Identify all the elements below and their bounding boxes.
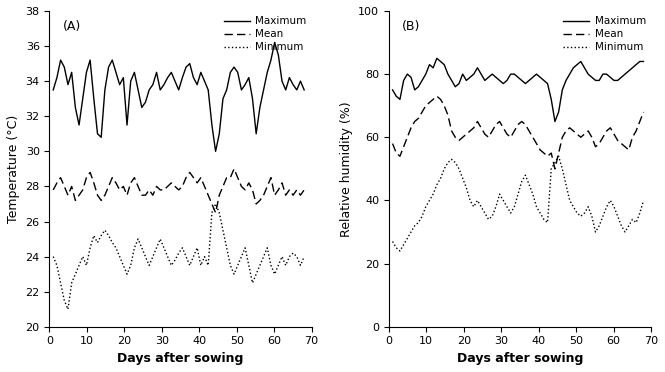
Maximum (388, 88, 396, 92)
Minimum (433, 182, 441, 187)
Maximum (271, 40, 279, 45)
Line: Minimum: Minimum (53, 204, 304, 309)
Line: Mean: Mean (392, 96, 644, 169)
Minimum (555, 154, 563, 158)
Mean (90, 181, 98, 185)
Maximum (297, 79, 305, 83)
Minimum (94, 240, 102, 245)
Mean (193, 181, 201, 185)
X-axis label: Days after sowing: Days after sowing (117, 352, 244, 365)
Line: Minimum: Minimum (392, 156, 644, 251)
Maximum (90, 96, 98, 101)
Maximum (433, 56, 441, 61)
Mean (640, 110, 648, 114)
Maximum (245, 76, 253, 80)
Minimum (536, 211, 544, 215)
Minimum (249, 281, 257, 285)
Maximum (49, 88, 57, 92)
Maximum (640, 59, 648, 64)
Mean (49, 188, 57, 192)
Maximum (211, 149, 219, 154)
X-axis label: Days after sowing: Days after sowing (457, 352, 583, 365)
Mean (407, 126, 415, 130)
Minimum (101, 228, 109, 232)
Minimum (640, 198, 648, 203)
Text: (A): (A) (63, 20, 81, 33)
Y-axis label: Temperature (°C): Temperature (°C) (7, 115, 20, 223)
Line: Maximum: Maximum (392, 58, 644, 122)
Maximum (440, 62, 448, 67)
Maximum (636, 59, 644, 64)
Mean (429, 97, 437, 102)
Legend: Maximum, Mean, Minimum: Maximum, Mean, Minimum (224, 16, 307, 52)
Maximum (68, 70, 76, 75)
Mean (433, 94, 441, 99)
Mean (249, 188, 257, 192)
Mean (97, 198, 105, 203)
Minimum (297, 263, 305, 267)
Minimum (636, 211, 644, 215)
Y-axis label: Relative humidity (%): Relative humidity (%) (340, 101, 352, 237)
Maximum (551, 119, 559, 124)
Mean (68, 184, 76, 189)
Mean (636, 119, 644, 124)
Minimum (396, 249, 404, 253)
Minimum (440, 167, 448, 171)
Maximum (193, 83, 201, 87)
Mean (297, 193, 305, 198)
Mean (388, 141, 396, 146)
Mean (440, 103, 448, 108)
Maximum (429, 65, 437, 70)
Maximum (97, 135, 105, 140)
Minimum (64, 307, 72, 311)
Minimum (71, 272, 79, 276)
Maximum (407, 75, 415, 80)
Mean (211, 211, 219, 215)
Maximum (536, 75, 544, 80)
Legend: Maximum, Mean, Minimum: Maximum, Mean, Minimum (563, 16, 646, 52)
Mean (588, 135, 596, 140)
Mean (230, 167, 238, 171)
Maximum (588, 75, 596, 80)
Maximum (300, 88, 308, 92)
Minimum (300, 254, 308, 259)
Minimum (211, 202, 219, 206)
Mean (551, 167, 559, 171)
Minimum (588, 214, 596, 218)
Mean (300, 188, 308, 192)
Text: (B): (B) (402, 20, 420, 33)
Minimum (388, 239, 396, 244)
Line: Maximum: Maximum (53, 42, 304, 151)
Line: Mean: Mean (53, 169, 304, 213)
Mean (536, 148, 544, 152)
Minimum (197, 263, 205, 267)
Minimum (49, 254, 57, 259)
Minimum (411, 224, 419, 228)
